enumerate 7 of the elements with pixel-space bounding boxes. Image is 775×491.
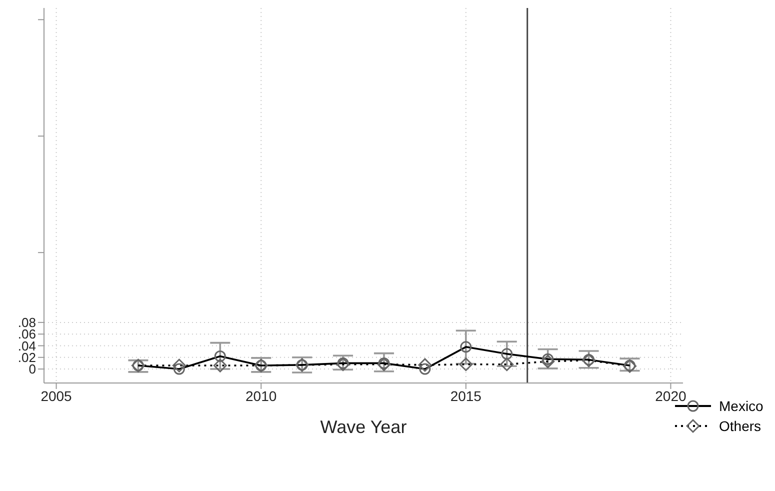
legend-label: Others — [719, 418, 762, 434]
x-axis-title: Wave Year — [320, 417, 407, 437]
x-tick-label: 2020 — [655, 388, 686, 404]
x-tick-label: 2005 — [40, 388, 72, 404]
legend-label: Mexico — [719, 398, 764, 414]
x-tick-label: 2015 — [450, 388, 482, 404]
x-tick-label: 2010 — [246, 388, 277, 404]
